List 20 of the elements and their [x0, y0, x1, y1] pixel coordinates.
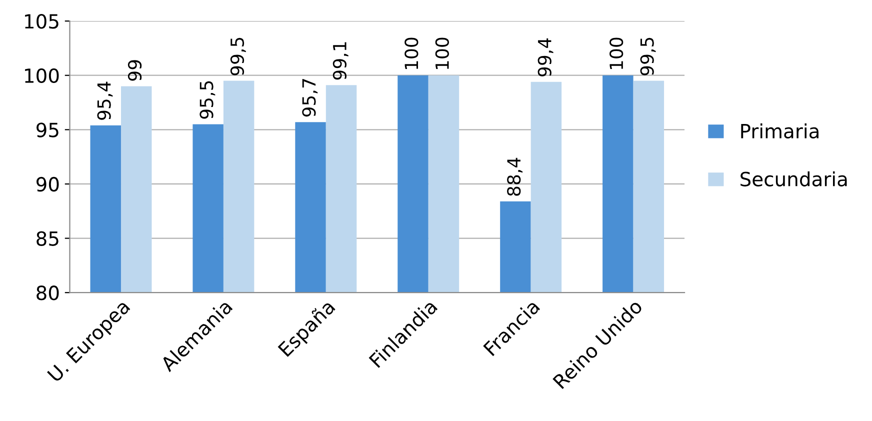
data-label: 100	[435, 38, 449, 70]
y-tick-label: 105	[25, 14, 58, 29]
data-label: 99,4	[538, 38, 554, 76]
legend-label: Secundaria	[740, 171, 847, 186]
data-label: 99,5	[640, 38, 656, 76]
data-label: 99	[128, 60, 142, 81]
data-label: 95,4	[97, 82, 113, 120]
y-tick-label: 95	[36, 122, 58, 138]
data-label: 95,7	[302, 79, 318, 117]
data-label: 88,4	[507, 158, 523, 196]
y-tick-label: 85	[36, 231, 58, 246]
data-label: 100	[610, 38, 624, 70]
legend-label: Primaria	[741, 123, 818, 138]
y-tick-label: 100	[25, 68, 59, 84]
data-label: 100	[404, 38, 418, 70]
y-tick-label: 80	[36, 286, 59, 300]
data-label: 95,5	[200, 81, 216, 119]
y-tick-label: 90	[36, 176, 59, 192]
data-label: 99,1	[332, 42, 348, 80]
data-label: 99,5	[230, 38, 246, 76]
